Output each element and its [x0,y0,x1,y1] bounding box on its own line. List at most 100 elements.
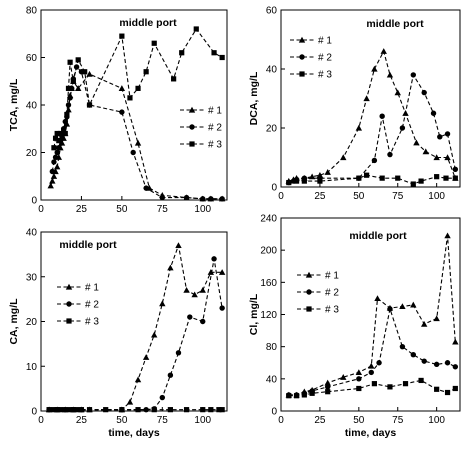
data-point [175,350,182,356]
data-point [179,50,185,56]
y-axis-label: CA, mg/L [8,298,20,345]
chart-panel-2: 0 25 50 75 100 0 20 40 60 DCA, mg/L middle port # 1… [248,6,461,202]
data-point [340,154,347,161]
data-point [402,381,409,387]
legend-entry: # 2 [57,300,99,311]
data-point [219,407,225,413]
data-point [62,407,68,413]
legend-marker [299,71,305,77]
data-point [143,69,149,75]
data-point [399,125,406,131]
data-point [67,95,73,101]
data-point [56,138,62,144]
data-point [324,384,331,390]
data-point [52,135,59,141]
data-point [387,384,393,390]
series-3 [46,407,225,413]
data-point [187,314,193,320]
y-axis-label: TCA, mg/L [8,78,20,131]
data-point [51,159,57,165]
legend-marker [66,318,72,324]
data-point [218,269,226,275]
data-point [216,407,222,413]
data-point [422,148,429,155]
legend-entry: # 2 [290,53,332,64]
legend: # 1 # 2 # 3 [180,106,222,151]
data-point [356,175,362,181]
data-point [86,70,93,77]
x-tick-label: 75 [157,415,169,426]
legend-label: # 2 [85,300,99,311]
legend-entry: # 2 [297,288,339,299]
data-point [130,149,136,156]
data-point [452,338,459,345]
series-3 [51,26,225,151]
data-point [65,85,72,91]
data-point [356,385,362,392]
data-point [410,72,417,78]
data-point [379,175,385,181]
x-tick-label: 0 [38,415,44,426]
data-point [434,174,440,180]
data-point [355,124,363,131]
data-point [127,95,133,101]
data-point [340,374,347,380]
y-tick-label: 40 [266,374,278,385]
data-point [387,306,393,312]
data-point [135,85,141,91]
data-point [433,154,440,161]
data-point [421,358,427,364]
data-point [200,196,206,202]
data-point [386,71,394,78]
x-tick-label: 25 [76,204,88,215]
data-point [75,85,82,91]
data-point [452,175,458,181]
chart-panel-1: 0 25 50 75 100 0 20 40 60 80 TCA, mg/L middle port #… [8,6,228,215]
data-point [293,393,300,399]
y-tick-label: 20 [26,148,38,159]
data-point [193,26,199,32]
series-1 [285,48,459,184]
data-point [324,379,331,386]
y-tick-label: 40 [266,65,278,76]
data-point [211,50,217,56]
data-point [151,40,157,46]
data-point [167,372,174,378]
data-point [208,196,214,202]
data-point [82,69,88,75]
data-point [324,169,331,175]
y-tick-label: 30 [26,272,38,283]
x-tick-label: 75 [392,415,404,426]
y-tick-label: 60 [26,53,38,64]
data-point [159,194,166,201]
series-2 [46,256,225,413]
data-point [151,407,157,413]
data-point [309,390,315,396]
series-3 [286,377,458,399]
chart-panel-3: 0 25 50 75 100 0 10 20 30 40 CA, mg/L time, days mid… [8,228,228,439]
x-tick-label: 0 [38,204,44,215]
data-point [443,175,449,181]
legend-entry: # 2 [180,123,222,134]
data-point [54,130,60,137]
panel-title: middle port [59,239,117,251]
y-tick-label: 0 [271,183,277,194]
x-tick-label: 100 [194,204,211,215]
legend-marker [66,301,72,307]
data-point [433,315,440,322]
y-tick-label: 0 [31,196,37,207]
y-tick-label: 0 [271,407,277,418]
legend-label: # 3 [325,305,339,316]
x-tick-label: 100 [428,191,445,202]
legend-entry: # 3 [180,140,222,151]
panel-title: middle port [349,230,407,242]
y-tick-label: 40 [26,228,38,239]
data-point [65,102,72,108]
data-point [47,182,54,189]
data-point [175,242,182,249]
x-tick-label: 75 [157,204,169,215]
legend-entry: # 1 [290,36,332,47]
data-point [413,139,420,146]
legend-label: # 1 [318,36,332,47]
